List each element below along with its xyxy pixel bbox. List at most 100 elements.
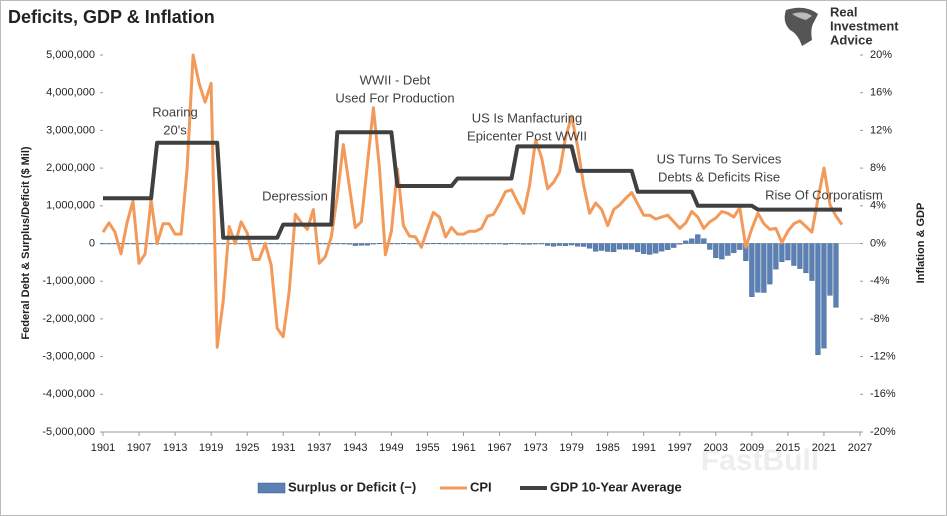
bar [448, 243, 455, 245]
bar [250, 243, 256, 245]
bar [520, 243, 527, 245]
logo-text: Advice [830, 32, 873, 47]
bar [106, 243, 112, 245]
bar [695, 234, 701, 244]
bar [659, 243, 665, 252]
bar [815, 243, 821, 355]
logo-text: Real [830, 4, 857, 19]
x-tick-label: 1919 [199, 442, 223, 454]
bar [647, 243, 653, 255]
bar [641, 243, 647, 254]
bar [124, 243, 130, 245]
bar [208, 243, 214, 245]
bar [436, 243, 443, 245]
bar [677, 243, 683, 245]
bar [785, 243, 791, 261]
x-tick-label: 1925 [235, 442, 259, 454]
x-tick-label: 2009 [740, 442, 764, 454]
bar [809, 243, 815, 281]
y-tick-label: 4,000,000 [46, 87, 95, 99]
bar [581, 243, 587, 247]
bar [827, 243, 833, 296]
bar [611, 243, 617, 253]
bar [605, 243, 611, 252]
bar [196, 243, 202, 245]
legend-label: GDP 10-Year Average [550, 479, 682, 494]
annotation: Roaring [152, 104, 198, 119]
bar [635, 243, 641, 253]
watermark: FastBull [701, 444, 819, 477]
bar [707, 243, 713, 250]
bar [172, 243, 178, 245]
bar [767, 243, 773, 285]
y2-tick-label: 16% [870, 87, 892, 99]
annotation: Depression [262, 188, 328, 203]
bar [557, 243, 563, 246]
line-series [101, 53, 844, 349]
bar [803, 243, 809, 274]
y-tick-label: -1,000,000 [42, 275, 95, 287]
x-tick-label: 1907 [127, 442, 151, 454]
bar [166, 243, 172, 245]
bar [755, 243, 761, 293]
bar [454, 243, 461, 245]
y-tick-label: 0 [89, 237, 95, 249]
x-tick-label: 1961 [451, 442, 475, 454]
bar [821, 243, 827, 349]
x-tick-label: 1997 [668, 442, 692, 454]
bar [797, 243, 803, 269]
bar [593, 243, 599, 252]
bar [689, 238, 695, 244]
y2-tick-label: -4% [870, 275, 890, 287]
x-tick-label: 1955 [415, 442, 439, 454]
x-tick-label: 1943 [343, 442, 367, 454]
bar [184, 243, 190, 245]
x-tick-label: 1973 [523, 442, 547, 454]
bar [599, 243, 605, 251]
x-tick-label: 2027 [848, 442, 872, 454]
bar [731, 243, 737, 254]
bar [791, 243, 797, 266]
annotation: 20's [163, 122, 187, 137]
bar [472, 243, 479, 245]
annotation: Used For Production [335, 90, 454, 105]
x-tick-label: 1901 [91, 442, 115, 454]
bar [160, 243, 166, 245]
annotation: Rise Of Corporatism [765, 187, 883, 202]
bar [575, 243, 581, 247]
bar [719, 243, 725, 260]
x-tick-label: 2015 [776, 442, 800, 454]
bar [430, 243, 437, 245]
bar [322, 243, 328, 245]
bar [412, 243, 419, 245]
bar [364, 243, 370, 246]
line-series [103, 130, 842, 240]
bar [100, 243, 106, 245]
bar [340, 243, 346, 245]
bar [370, 243, 376, 245]
bar [550, 243, 557, 247]
bar [569, 243, 575, 246]
bar [130, 243, 136, 245]
bar [148, 243, 154, 245]
bar [238, 243, 244, 245]
x-tick-label: 1931 [271, 442, 295, 454]
y2-tick-label: 8% [870, 162, 886, 174]
bar [268, 243, 274, 245]
bar [220, 243, 226, 245]
chart-title: Deficits, GDP & Inflation [8, 7, 215, 27]
bar [280, 243, 286, 245]
y-tick-label: -4,000,000 [42, 388, 95, 400]
bar [671, 243, 677, 248]
y-tick-label: -2,000,000 [42, 313, 95, 325]
bar [442, 243, 449, 245]
bar [587, 243, 593, 249]
bar [532, 243, 539, 245]
bar [713, 243, 719, 258]
bar [701, 238, 707, 244]
x-tick-label: 1979 [559, 442, 583, 454]
y-tick-label: -3,000,000 [42, 351, 95, 363]
y2-tick-label: -20% [870, 426, 896, 438]
bar [466, 243, 473, 245]
